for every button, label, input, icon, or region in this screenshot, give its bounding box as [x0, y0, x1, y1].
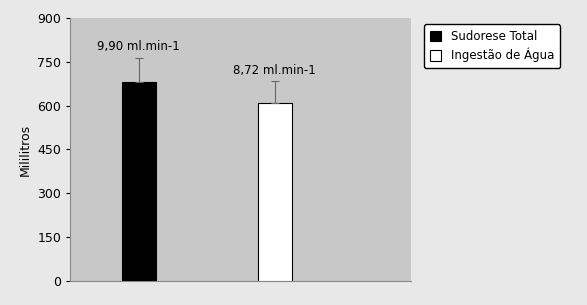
Y-axis label: Mililitros: Mililitros — [19, 124, 32, 175]
Text: 9,90 ml.min-1: 9,90 ml.min-1 — [97, 40, 180, 53]
Bar — [258, 103, 292, 281]
Bar — [122, 82, 156, 281]
Legend: Sudorese Total, Ingestão de Água: Sudorese Total, Ingestão de Água — [424, 24, 560, 68]
Text: 8,72 ml.min-1: 8,72 ml.min-1 — [234, 63, 316, 77]
